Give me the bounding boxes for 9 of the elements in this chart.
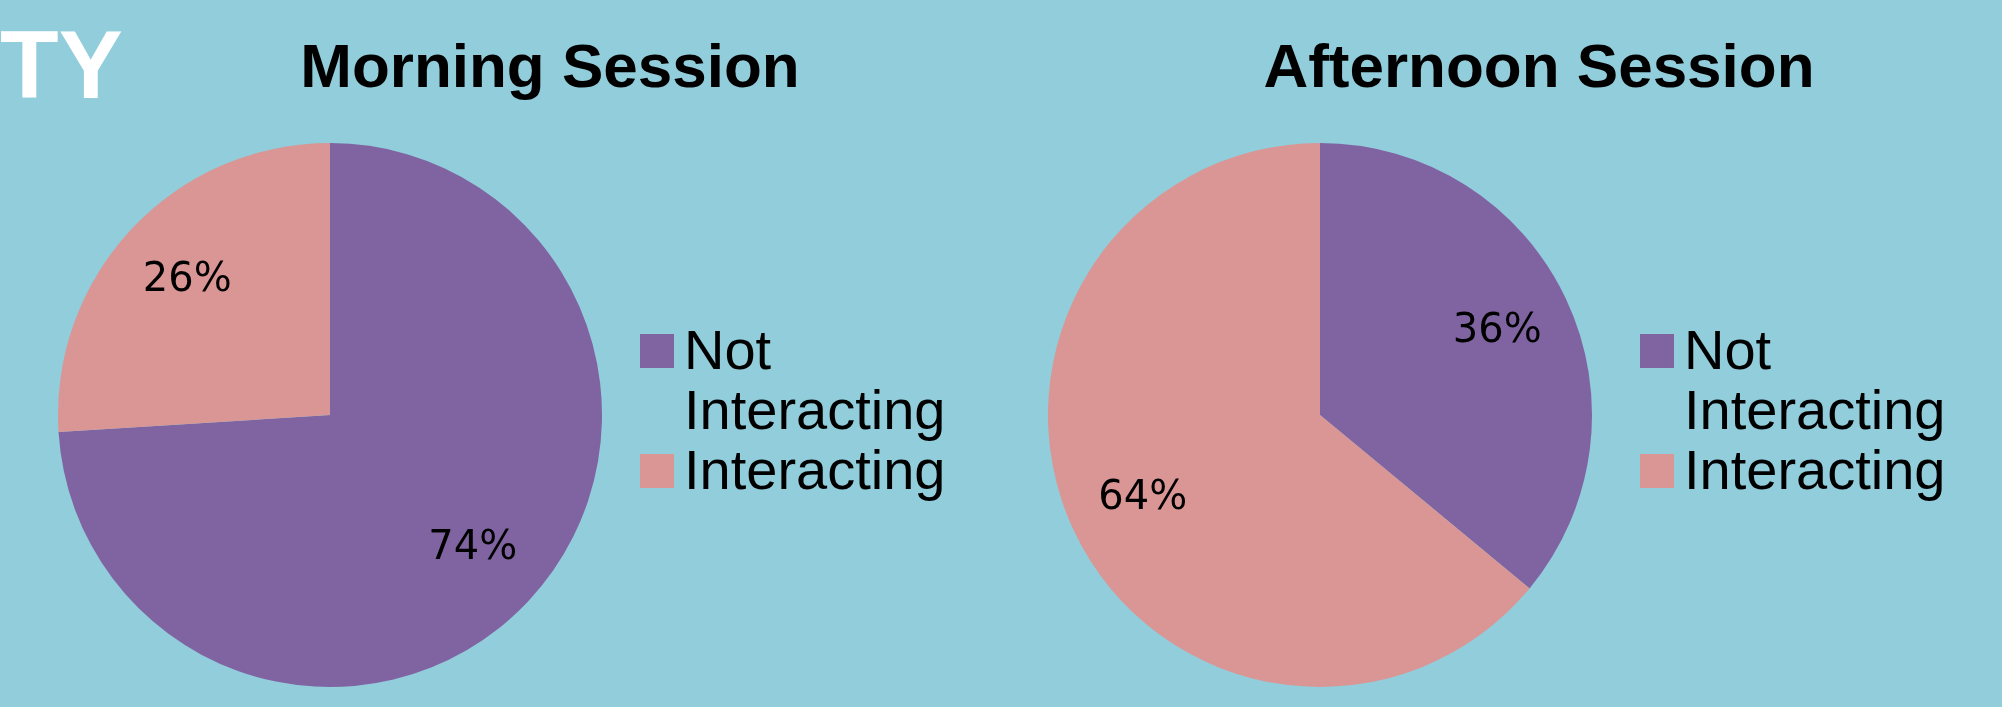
data-label: 64% (1098, 471, 1188, 518)
legend-label: Not Interacting (684, 318, 947, 441)
data-label: 74% (428, 522, 518, 569)
chart-title: Morning Session (300, 30, 800, 101)
data-label: 36% (1452, 305, 1542, 352)
chart-title: Afternoon Session (1263, 30, 1815, 101)
legend-label: Not Interacting (1684, 318, 1947, 441)
data-label: 26% (142, 254, 232, 301)
text: TY (0, 10, 123, 120)
